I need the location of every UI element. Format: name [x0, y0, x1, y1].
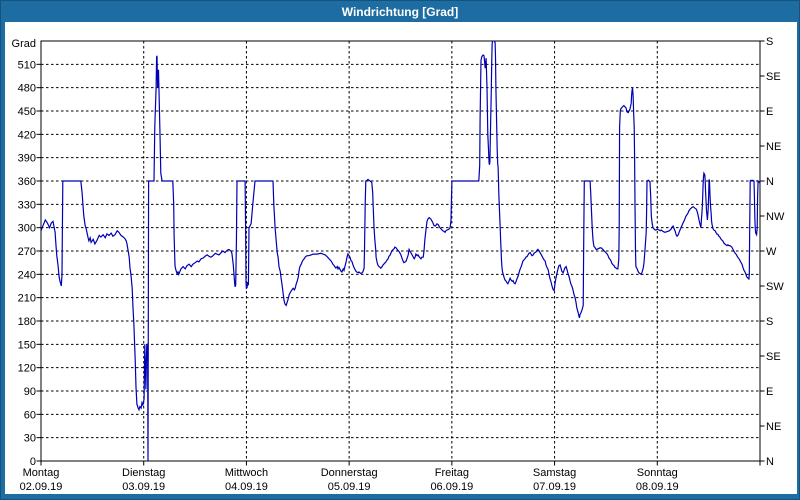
x-day-date: 03.09.19 [122, 481, 165, 493]
y-tick-label-left: 330 [18, 199, 36, 211]
y-tick-label-right: NE [766, 141, 781, 153]
x-day-date: 02.09.19 [20, 481, 63, 493]
y-tick-label-left: 510 [18, 59, 36, 71]
y-axis-right: N NE E SE S SW W NW N NE E SE S [760, 36, 785, 468]
y-tick-label-left: 180 [18, 316, 36, 328]
y-tick-label-left: 60 [24, 409, 36, 421]
y-tick-label-right: E [766, 386, 773, 398]
y-tick-label-left: 210 [18, 293, 36, 305]
window-title: Windrichtung [Grad] [341, 4, 459, 19]
y-tick-label-right: SE [766, 71, 781, 83]
y-tick-label-right: N [766, 456, 774, 468]
y-axis-left: Grad 0 30 60 90 120 150 180 210 240 270 300 330 360 39… [12, 38, 41, 468]
chart-surface [5, 22, 797, 494]
x-day-date: 08.09.19 [636, 481, 679, 493]
x-day-date: 05.09.19 [328, 481, 371, 493]
y-tick-label-right: N [766, 176, 774, 188]
x-day-name: Samstag [533, 467, 576, 479]
x-day-name: Sonntag [637, 467, 678, 479]
y-tick-label-left: 150 [18, 339, 36, 351]
x-day-date: 07.09.19 [533, 481, 576, 493]
y-tick-label-left: 120 [18, 363, 36, 375]
y-tick-label-right: SE [766, 351, 781, 363]
y-tick-label-right: NE [766, 421, 781, 433]
y-tick-label-right: S [766, 316, 773, 328]
y-tick-label-left: 240 [18, 269, 36, 281]
y-tick-label-right: E [766, 106, 773, 118]
y-tick-label-left: 270 [18, 246, 36, 258]
y-tick-label-left: 360 [18, 176, 36, 188]
y-tick-label-left: 420 [18, 129, 36, 141]
x-axis: Montag 02.09.19 Dienstag 03.09.19 Mittwoch 04… [20, 461, 761, 493]
y-tick-label-left: 450 [18, 106, 36, 118]
window-titlebar: Windrichtung [Grad] [1, 1, 799, 22]
x-day-date: 06.09.19 [430, 481, 473, 493]
y-tick-label-right: W [766, 246, 777, 258]
y-tick-label-left: 0 [30, 456, 36, 468]
x-day-name: Mittwoch [225, 467, 268, 479]
x-day-date: 04.09.19 [225, 481, 268, 493]
y-tick-label-right: NW [766, 211, 785, 223]
x-day-name: Montag [23, 467, 60, 479]
x-day-name: Freitag [435, 467, 469, 479]
y-tick-label-left: 390 [18, 153, 36, 165]
y-tick-label-left: 300 [18, 223, 36, 235]
x-day-name: Dienstag [122, 467, 165, 479]
y-tick-label-right: SW [766, 281, 784, 293]
x-day-name: Donnerstag [321, 467, 378, 479]
y-tick-label-left: 90 [24, 386, 36, 398]
y-tick-label-right: S [766, 36, 773, 48]
y-axis-left-title: Grad [12, 38, 36, 50]
y-tick-label-left: 30 [24, 433, 36, 445]
wind-direction-series [41, 41, 760, 461]
y-tick-label-left: 480 [18, 83, 36, 95]
